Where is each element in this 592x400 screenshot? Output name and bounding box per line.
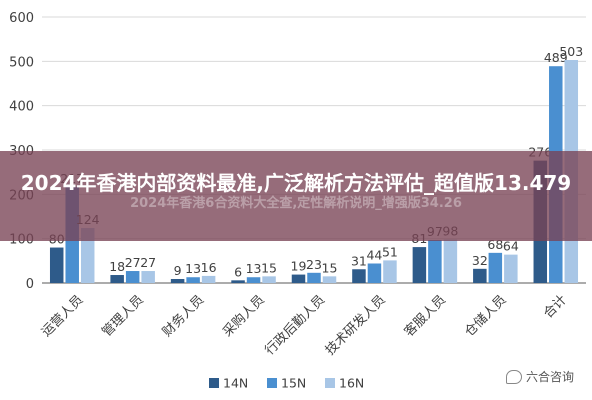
- legend-swatch: [267, 378, 277, 388]
- bar: [246, 277, 261, 283]
- data-label: 51: [382, 244, 398, 259]
- data-label: 32: [472, 253, 488, 268]
- bar: [49, 247, 64, 283]
- y-tick-label: 400: [9, 100, 34, 115]
- bar: [201, 275, 216, 283]
- bar: [443, 239, 458, 283]
- bar: [307, 272, 321, 283]
- x-tick-label: 技术研发人员: [322, 292, 388, 358]
- y-tick-label: 500: [9, 55, 34, 70]
- bar: [110, 275, 124, 283]
- data-label: 9: [174, 263, 182, 278]
- bar: [291, 274, 306, 283]
- data-label: 31: [351, 253, 367, 268]
- legend-label: 15N: [281, 376, 306, 391]
- watermark-text: 六合咨询: [525, 370, 574, 384]
- x-tick-label: 财务人员: [159, 292, 207, 340]
- data-label: 489: [544, 50, 568, 65]
- x-tick-label: 合计: [541, 293, 570, 322]
- legend-swatch: [325, 378, 335, 388]
- data-label: 16: [201, 260, 217, 275]
- data-label: 64: [503, 239, 519, 254]
- legend-label: 16N: [339, 376, 364, 391]
- data-label: 44: [366, 247, 382, 262]
- data-label: 18: [109, 259, 125, 274]
- bar: [504, 254, 518, 283]
- bar: [262, 276, 276, 283]
- data-label: 27: [140, 255, 156, 270]
- title-banner: [0, 151, 592, 241]
- wechat-icon: [505, 369, 522, 384]
- legend-swatch: [209, 378, 219, 388]
- x-tick-label: 客服人员: [401, 292, 449, 340]
- data-label: 15: [261, 260, 277, 275]
- bar: [141, 271, 155, 283]
- bar: [186, 277, 200, 283]
- data-label: 13: [246, 261, 262, 276]
- x-tick-label: 采购人员: [220, 292, 268, 340]
- banner-title: 2024年香港内部资料最准,广泛解析方法评估_超值版13.479: [20, 171, 572, 195]
- bar: [352, 269, 366, 283]
- data-label: 15: [322, 260, 338, 275]
- data-label: 13: [185, 261, 201, 276]
- y-tick-label: 600: [9, 11, 34, 26]
- bar: [367, 263, 382, 283]
- x-tick-label: 运营人员: [39, 293, 86, 340]
- bar: [383, 260, 397, 283]
- data-label: 503: [559, 44, 583, 59]
- bar: [231, 280, 245, 283]
- bar: [322, 276, 337, 283]
- x-tick-label: 仓储人员: [462, 293, 509, 340]
- legend-label: 14N: [223, 376, 248, 391]
- bar: [473, 268, 487, 283]
- data-label: 23: [306, 257, 322, 272]
- bar: [488, 252, 503, 283]
- bar: [80, 228, 95, 283]
- data-label: 19: [291, 259, 307, 274]
- bar: [125, 271, 140, 283]
- x-tick-label: 管理人员: [99, 293, 146, 340]
- banner-subtitle: 2024年香港6合资料大全查,定性解析说明_增强版34.26: [130, 196, 462, 211]
- bar: [428, 239, 442, 283]
- data-label: 6: [234, 264, 242, 279]
- bar: [170, 279, 185, 283]
- y-tick-label: 0: [26, 277, 34, 292]
- bar: [412, 247, 427, 283]
- watermark: 六合咨询: [505, 368, 574, 385]
- data-label: 27: [125, 255, 141, 270]
- x-tick-label: 行政后勤人员: [262, 293, 328, 359]
